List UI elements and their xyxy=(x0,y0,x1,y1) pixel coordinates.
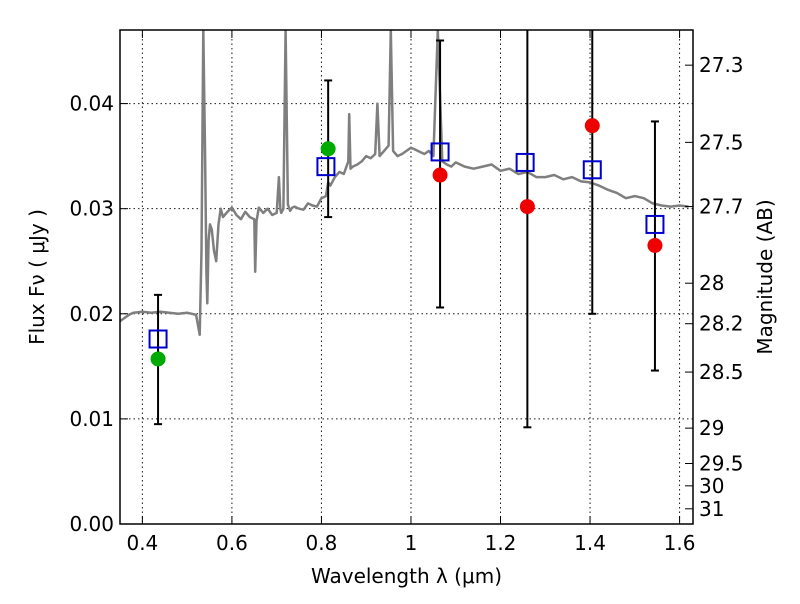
y2-axis-label: Magnitude (AB) xyxy=(753,199,777,354)
plot-frame xyxy=(119,29,694,525)
flux-point-marker xyxy=(584,118,600,134)
mag-tick-label: 27.7 xyxy=(699,195,744,219)
x-tick-label: 1.6 xyxy=(664,531,696,555)
y-tick-label: 0.01 xyxy=(69,407,114,431)
x-axis-label: Wavelength λ (μm) xyxy=(311,564,502,588)
grid-lines xyxy=(120,30,693,525)
model-square-marker xyxy=(316,157,336,177)
data-points xyxy=(148,118,665,367)
x-tick-label: 1.2 xyxy=(485,531,517,555)
flux-point-marker xyxy=(432,167,448,183)
model-square-marker xyxy=(515,152,535,172)
mag-tick-label: 31 xyxy=(699,497,724,521)
flux-point-marker xyxy=(519,199,535,215)
spectrum-series xyxy=(120,30,689,337)
x-tick-label: 0.6 xyxy=(216,531,248,555)
y-tick-label: 0.00 xyxy=(69,512,114,536)
flux-point-marker xyxy=(320,141,336,157)
mag-tick-label: 29.5 xyxy=(699,452,744,476)
mag-tick-label: 27.5 xyxy=(699,130,744,154)
model-square-marker xyxy=(430,142,450,162)
flux-point-marker xyxy=(647,237,663,253)
flux-point-marker xyxy=(150,351,166,367)
mag-tick-label: 28 xyxy=(699,271,724,295)
y-tick-label: 0.02 xyxy=(69,302,114,326)
mag-tick-label: 30 xyxy=(699,474,724,498)
model-square-marker xyxy=(582,160,602,180)
y-axis-label: Flux Fν ( μJy ) xyxy=(25,209,49,345)
mag-tick-label: 29 xyxy=(699,416,724,440)
x-tick-label: 1.4 xyxy=(574,531,606,555)
mag-tick-label: 28.5 xyxy=(699,360,744,384)
spectrum-line xyxy=(120,30,689,337)
mag-tick-label: 28.2 xyxy=(699,312,744,336)
model-square-marker xyxy=(645,214,665,234)
model-square-marker xyxy=(148,329,168,349)
mag-tick-label: 27.3 xyxy=(699,53,744,77)
x-tick-label: 0.8 xyxy=(306,531,338,555)
axis-ticks: 0.4 0.6 0.8 1 1.2 1.4 1.6 0.00 0.01 0.02 0.03 0.04 2… xyxy=(69,30,744,555)
x-tick-label: 0.4 xyxy=(126,531,158,555)
x-tick-label: 1 xyxy=(405,531,418,555)
error-bars xyxy=(154,30,659,429)
y-tick-label: 0.03 xyxy=(69,197,114,221)
y-tick-label: 0.04 xyxy=(69,92,114,116)
